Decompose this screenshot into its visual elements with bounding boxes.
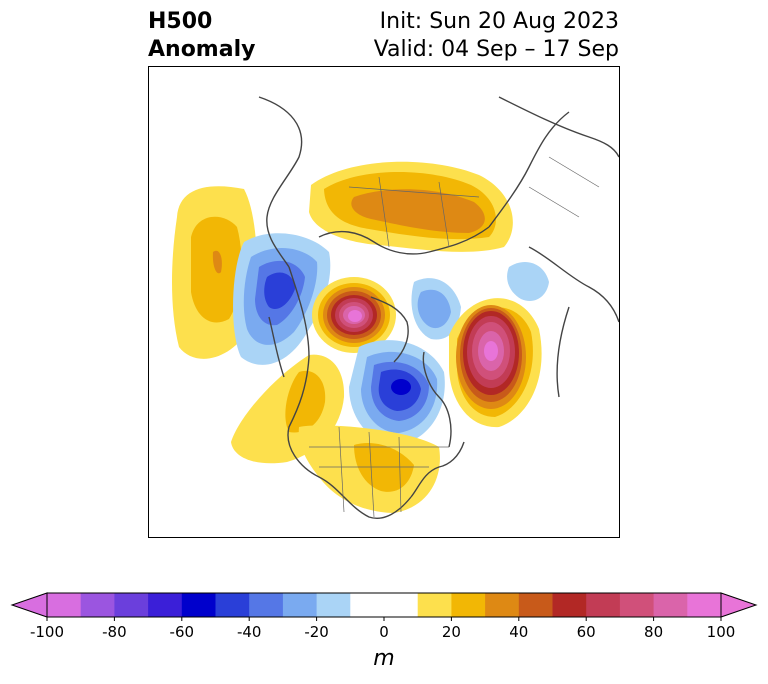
- colorbar-bin: [619, 593, 655, 617]
- map-canvas: [172, 96, 619, 519]
- political-borders: [309, 156, 600, 518]
- colorbar-tick-label: -80: [102, 623, 127, 641]
- colorbar-bin: [282, 593, 318, 617]
- anomaly-barents: [411, 278, 461, 340]
- colorbar-bin: [451, 593, 486, 617]
- colorbar-over-arrow: [720, 592, 758, 618]
- init-date: Init: Sun 20 Aug 2023: [379, 9, 619, 34]
- colorbar-bin: [653, 593, 688, 617]
- variable-label: H500: [148, 9, 213, 34]
- colorbar-bin: [552, 593, 587, 617]
- coastlines: [258, 96, 619, 519]
- colorbar-bin: [80, 593, 115, 617]
- colorbar: -100 -80 -60 -40 -20 0 20 40 60 80 100: [10, 592, 758, 641]
- anomaly-north-atlantic: [449, 298, 542, 428]
- colorbar-tick-label: 100: [707, 623, 736, 641]
- colorbar-tick-label: 60: [577, 623, 596, 641]
- colorbar-tick-label: 0: [379, 623, 389, 641]
- colorbar-tick-label: 80: [644, 623, 663, 641]
- colorbar-bin: [687, 593, 722, 617]
- valid-range: Valid: 04 Sep – 17 Sep: [373, 37, 619, 62]
- anomaly-hudson-bay: [349, 340, 445, 445]
- anomaly-siberia: [309, 161, 513, 252]
- colorbar-bin: [586, 593, 621, 617]
- colorbar-bin: [181, 593, 216, 617]
- colorbar-tick-label: -20: [304, 623, 329, 641]
- map-title: H500 Anomaly: [148, 8, 255, 64]
- colorbar-bin: [47, 593, 82, 617]
- colorbar-bin: [316, 593, 351, 617]
- colorbar-tick-label: 40: [509, 623, 528, 641]
- date-info: Init: Sun 20 Aug 2023 Valid: 04 Sep – 17…: [374, 8, 619, 64]
- colorbar-bin: [249, 593, 284, 617]
- colorbar-ticks: -100 -80 -60 -40 -20 0 20 40 60 80 100: [30, 617, 735, 641]
- colorbar-bin: [518, 593, 553, 617]
- anomaly-map[interactable]: [148, 66, 620, 538]
- colorbar-bin: [114, 593, 149, 617]
- colorbar-bin: [417, 593, 452, 617]
- colorbar-tick-label: -100: [30, 623, 64, 641]
- colorbar-bin: [350, 593, 419, 617]
- colorbar-bin: [148, 593, 183, 617]
- colorbar-bins: [47, 593, 722, 617]
- anomaly-gulf-of-alaska: [233, 233, 331, 365]
- colorbar-under-arrow: [10, 592, 48, 618]
- anomaly-arctic: [312, 277, 396, 353]
- colorbar-bin: [485, 593, 520, 617]
- colorbar-bin: [215, 593, 250, 617]
- colorbar-unit: m: [373, 646, 395, 671]
- colorbar-tick-label: 20: [442, 623, 461, 641]
- colorbar-tick-label: -60: [170, 623, 195, 641]
- colorbar-tick-label: -40: [237, 623, 262, 641]
- field-label: Anomaly: [148, 37, 256, 62]
- anomaly-east-siberia: [507, 262, 549, 302]
